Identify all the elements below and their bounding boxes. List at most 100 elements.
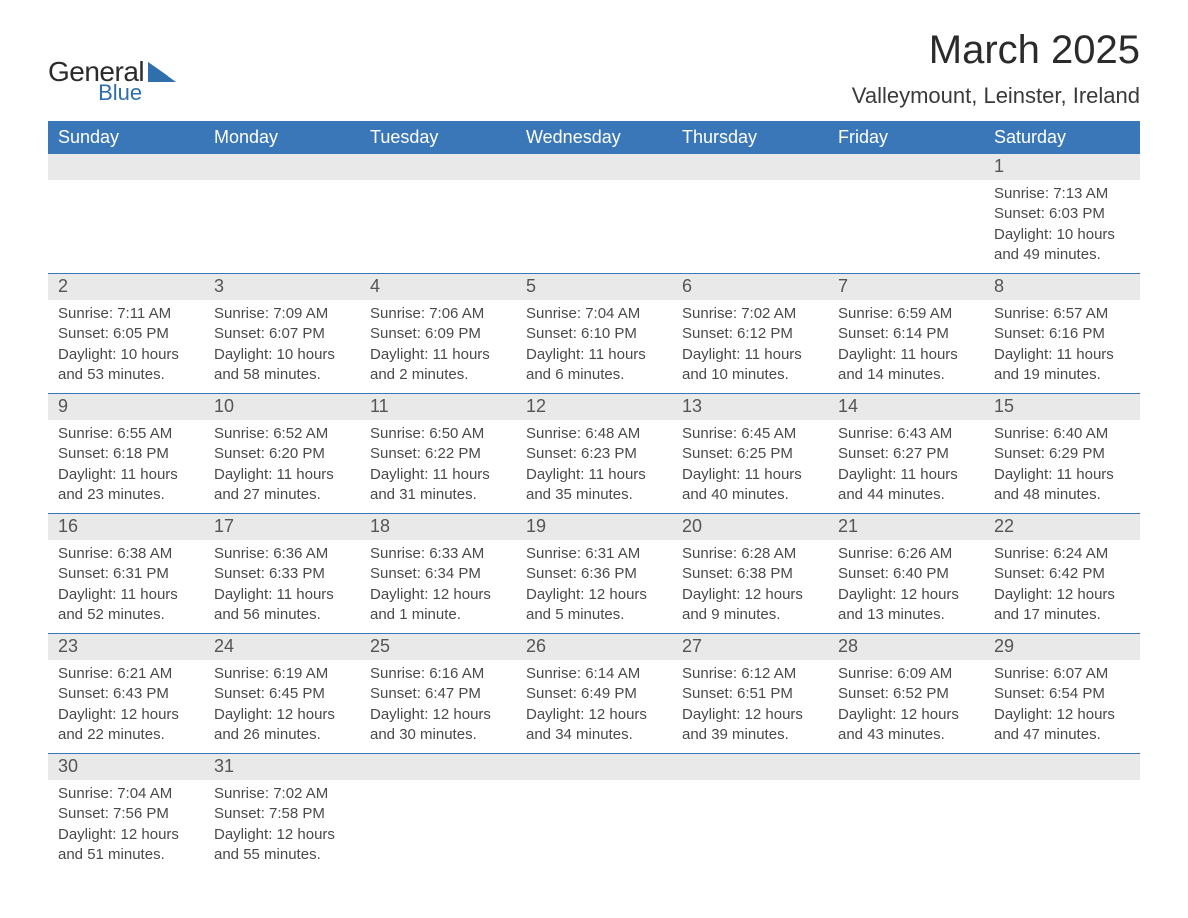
weekday-wednesday: Wednesday: [516, 121, 672, 154]
calendar-cell: Sunrise: 6:38 AMSunset: 6:31 PMDaylight:…: [48, 540, 204, 633]
cell-sunrise: Sunrise: 6:45 AM: [682, 424, 818, 444]
day-number: 9: [48, 394, 204, 420]
daynum-row: 16171819202122: [48, 514, 1140, 540]
calendar: Sunday Monday Tuesday Wednesday Thursday…: [48, 121, 1140, 873]
cell-sunrise: Sunrise: 7:04 AM: [526, 304, 662, 324]
logo-text: General Blue: [48, 58, 144, 104]
cell-daylight2: and 58 minutes.: [214, 365, 350, 385]
day-body-row: Sunrise: 6:38 AMSunset: 6:31 PMDaylight:…: [48, 540, 1140, 633]
day-number: [360, 754, 516, 780]
day-number: 31: [204, 754, 360, 780]
cell-sunset: Sunset: 7:58 PM: [214, 804, 350, 824]
cell-daylight2: and 31 minutes.: [370, 485, 506, 505]
cell-sunrise: Sunrise: 6:57 AM: [994, 304, 1130, 324]
cell-daylight2: and 49 minutes.: [994, 245, 1130, 265]
cell-daylight2: and 1 minute.: [370, 605, 506, 625]
cell-sunset: Sunset: 6:18 PM: [58, 444, 194, 464]
cell-sunset: Sunset: 6:49 PM: [526, 684, 662, 704]
calendar-cell: Sunrise: 6:12 AMSunset: 6:51 PMDaylight:…: [672, 660, 828, 753]
calendar-cell: [828, 780, 984, 873]
day-number: 15: [984, 394, 1140, 420]
cell-daylight2: and 6 minutes.: [526, 365, 662, 385]
cell-sunset: Sunset: 6:33 PM: [214, 564, 350, 584]
cell-sunrise: Sunrise: 6:28 AM: [682, 544, 818, 564]
cell-daylight2: and 26 minutes.: [214, 725, 350, 745]
weekday-thursday: Thursday: [672, 121, 828, 154]
calendar-cell: Sunrise: 7:13 AMSunset: 6:03 PMDaylight:…: [984, 180, 1140, 273]
day-number: 4: [360, 274, 516, 300]
daynum-row: 9101112131415: [48, 394, 1140, 420]
cell-daylight1: Daylight: 10 hours: [214, 345, 350, 365]
day-number: 23: [48, 634, 204, 660]
calendar-cell: [48, 180, 204, 273]
cell-daylight1: Daylight: 12 hours: [682, 585, 818, 605]
calendar-cell: Sunrise: 6:57 AMSunset: 6:16 PMDaylight:…: [984, 300, 1140, 393]
cell-sunset: Sunset: 6:43 PM: [58, 684, 194, 704]
cell-daylight1: Daylight: 12 hours: [370, 585, 506, 605]
day-number: 13: [672, 394, 828, 420]
cell-sunset: Sunset: 6:20 PM: [214, 444, 350, 464]
cell-daylight2: and 44 minutes.: [838, 485, 974, 505]
day-number: [672, 754, 828, 780]
weekday-monday: Monday: [204, 121, 360, 154]
calendar-cell: Sunrise: 6:50 AMSunset: 6:22 PMDaylight:…: [360, 420, 516, 513]
cell-sunrise: Sunrise: 7:02 AM: [682, 304, 818, 324]
cell-daylight2: and 22 minutes.: [58, 725, 194, 745]
cell-daylight2: and 27 minutes.: [214, 485, 350, 505]
cell-sunrise: Sunrise: 6:26 AM: [838, 544, 974, 564]
cell-daylight2: and 19 minutes.: [994, 365, 1130, 385]
day-number: [360, 154, 516, 180]
calendar-cell: Sunrise: 6:07 AMSunset: 6:54 PMDaylight:…: [984, 660, 1140, 753]
cell-daylight1: Daylight: 12 hours: [58, 825, 194, 845]
cell-daylight2: and 52 minutes.: [58, 605, 194, 625]
calendar-cell: Sunrise: 6:48 AMSunset: 6:23 PMDaylight:…: [516, 420, 672, 513]
calendar-cell: [984, 780, 1140, 873]
day-body-row: Sunrise: 6:21 AMSunset: 6:43 PMDaylight:…: [48, 660, 1140, 753]
header: General Blue March 2025 Valleymount, Lei…: [48, 28, 1140, 109]
day-number: [828, 754, 984, 780]
cell-daylight1: Daylight: 11 hours: [682, 345, 818, 365]
cell-daylight1: Daylight: 11 hours: [838, 345, 974, 365]
cell-sunrise: Sunrise: 7:04 AM: [58, 784, 194, 804]
title-month: March 2025: [852, 28, 1140, 73]
day-number: 16: [48, 514, 204, 540]
cell-daylight1: Daylight: 11 hours: [214, 585, 350, 605]
day-number: 14: [828, 394, 984, 420]
cell-daylight2: and 17 minutes.: [994, 605, 1130, 625]
cell-sunrise: Sunrise: 6:38 AM: [58, 544, 194, 564]
calendar-cell: Sunrise: 7:04 AMSunset: 6:10 PMDaylight:…: [516, 300, 672, 393]
weekday-tuesday: Tuesday: [360, 121, 516, 154]
weekday-saturday: Saturday: [984, 121, 1140, 154]
cell-sunrise: Sunrise: 7:09 AM: [214, 304, 350, 324]
calendar-cell: Sunrise: 6:31 AMSunset: 6:36 PMDaylight:…: [516, 540, 672, 633]
calendar-cell: [516, 180, 672, 273]
cell-sunrise: Sunrise: 6:21 AM: [58, 664, 194, 684]
cell-sunrise: Sunrise: 6:43 AM: [838, 424, 974, 444]
calendar-cell: Sunrise: 6:52 AMSunset: 6:20 PMDaylight:…: [204, 420, 360, 513]
daynum-row: 1: [48, 154, 1140, 180]
cell-sunrise: Sunrise: 7:06 AM: [370, 304, 506, 324]
day-number: 6: [672, 274, 828, 300]
cell-sunrise: Sunrise: 6:19 AM: [214, 664, 350, 684]
cell-sunset: Sunset: 6:47 PM: [370, 684, 506, 704]
logo: General Blue: [48, 28, 176, 104]
cell-daylight1: Daylight: 11 hours: [994, 345, 1130, 365]
day-number: 12: [516, 394, 672, 420]
calendar-cell: Sunrise: 7:04 AMSunset: 7:56 PMDaylight:…: [48, 780, 204, 873]
cell-sunset: Sunset: 6:05 PM: [58, 324, 194, 344]
cell-sunrise: Sunrise: 6:12 AM: [682, 664, 818, 684]
calendar-cell: [672, 780, 828, 873]
calendar-week: 1Sunrise: 7:13 AMSunset: 6:03 PMDaylight…: [48, 154, 1140, 273]
cell-sunrise: Sunrise: 6:40 AM: [994, 424, 1130, 444]
day-body-row: Sunrise: 7:04 AMSunset: 7:56 PMDaylight:…: [48, 780, 1140, 873]
calendar-cell: Sunrise: 6:24 AMSunset: 6:42 PMDaylight:…: [984, 540, 1140, 633]
calendar-cell: Sunrise: 6:26 AMSunset: 6:40 PMDaylight:…: [828, 540, 984, 633]
cell-daylight2: and 10 minutes.: [682, 365, 818, 385]
cell-sunset: Sunset: 6:09 PM: [370, 324, 506, 344]
calendar-week: 23242526272829Sunrise: 6:21 AMSunset: 6:…: [48, 633, 1140, 753]
calendar-cell: [828, 180, 984, 273]
cell-sunset: Sunset: 6:14 PM: [838, 324, 974, 344]
day-body-row: Sunrise: 7:13 AMSunset: 6:03 PMDaylight:…: [48, 180, 1140, 273]
day-number: 21: [828, 514, 984, 540]
day-number: [516, 754, 672, 780]
